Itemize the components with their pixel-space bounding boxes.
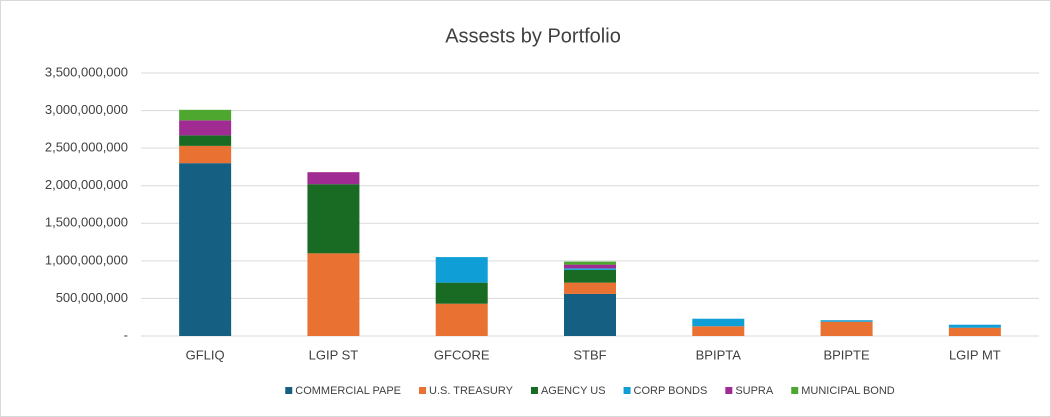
bar-segment (435, 303, 488, 336)
x-tick-label: LGIP ST (309, 347, 359, 362)
bar-segment (820, 321, 873, 336)
x-tick-label: STBF (573, 347, 606, 362)
x-tick-label: GFCORE (434, 347, 490, 362)
x-tick-label: GFLIQ (186, 347, 225, 362)
y-tick-label: - (124, 327, 128, 342)
y-tick-label: 1,500,000,000 (45, 215, 128, 230)
bar-segment (692, 318, 745, 327)
bar-segment (179, 120, 232, 136)
legend-label: CORP BONDS (634, 385, 708, 397)
bar-segment (820, 320, 873, 322)
bar-segment (564, 282, 616, 294)
bar-segment (435, 282, 488, 304)
y-tick-label: 3,000,000,000 (45, 102, 128, 117)
legend-label: SUPRA (735, 385, 774, 397)
bar-segment (564, 264, 616, 269)
bar-segment (564, 269, 616, 283)
bar-segment (307, 184, 360, 254)
chart-title: Assests by Portfolio (445, 25, 621, 47)
bar-segment (564, 268, 616, 270)
legend-swatch (530, 387, 538, 394)
legend-label: AGENCY US (541, 385, 606, 397)
bar-segment (307, 253, 360, 336)
bar-segment (948, 324, 1001, 328)
legend-label: MUNICIPAL BOND (801, 385, 895, 397)
bar-segment (564, 261, 616, 265)
legend-swatch (623, 387, 631, 394)
legend-label: COMMERCIAL PAPE (295, 385, 401, 397)
bar-segment (179, 163, 232, 336)
legend-label: U.S. TREASURY (429, 385, 514, 397)
x-tick-label: BPIPTE (823, 347, 870, 362)
y-tick-label: 1,000,000,000 (45, 252, 128, 267)
y-tick-label: 500,000,000 (56, 290, 128, 305)
y-tick-label: 2,000,000,000 (45, 177, 128, 192)
bar-segment (307, 172, 360, 185)
x-tick-label: LGIP MT (949, 347, 1001, 362)
bar-segment (179, 109, 232, 121)
legend-swatch (285, 387, 293, 394)
bar-segment (435, 257, 488, 283)
bar-segment (179, 145, 232, 164)
legend-swatch (725, 387, 733, 394)
y-tick-label: 3,500,000,000 (45, 64, 128, 79)
bar-segment (179, 135, 232, 146)
bar-segment (692, 326, 745, 336)
y-tick-label: 2,500,000,000 (45, 140, 128, 155)
x-tick-label: BPIPTA (696, 347, 742, 362)
legend-swatch (419, 387, 427, 394)
bar-segment (948, 327, 1001, 336)
bar-segment (564, 293, 616, 336)
legend-swatch (791, 387, 799, 394)
